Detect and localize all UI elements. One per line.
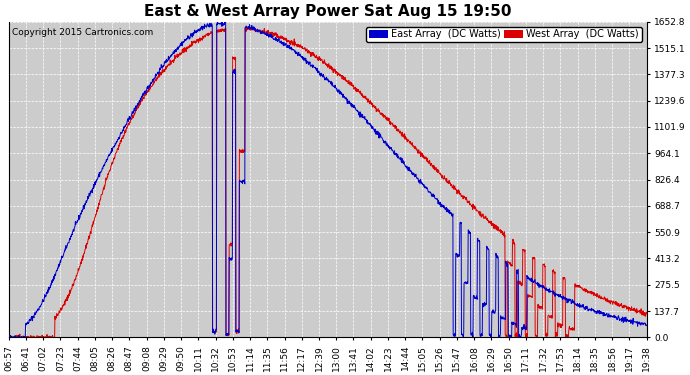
Legend: East Array  (DC Watts), West Array  (DC Watts): East Array (DC Watts), West Array (DC Wa…	[366, 27, 642, 42]
Title: East & West Array Power Sat Aug 15 19:50: East & West Array Power Sat Aug 15 19:50	[144, 4, 511, 19]
Text: Copyright 2015 Cartronics.com: Copyright 2015 Cartronics.com	[12, 28, 153, 37]
